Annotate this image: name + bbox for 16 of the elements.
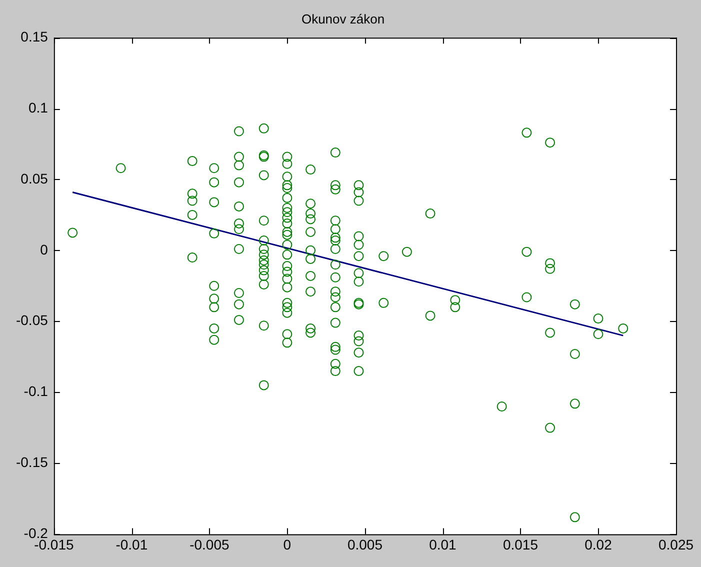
y-tick-label: -0.1 (24, 383, 48, 400)
x-tick-label: 0 (283, 536, 292, 552)
y-tick-label: 0.15 (20, 28, 48, 44)
x-tick-label: 0.02 (584, 536, 612, 552)
x-tick-label: 0.025 (658, 536, 694, 552)
x-tick-label: 0.005 (347, 536, 383, 552)
y-tick-label: 0 (40, 241, 48, 258)
x-tick-label: -0.01 (116, 536, 148, 552)
y-tick-label: 0.05 (20, 170, 48, 186)
y-tick-label: -0.15 (16, 454, 48, 470)
y-tick-label: -0.05 (16, 312, 48, 328)
x-tick-label: -0.005 (190, 536, 230, 552)
x-tick-label: 0.015 (502, 536, 538, 552)
chart-title: Okunov zákon (301, 11, 385, 26)
x-tick-label: 0.01 (429, 536, 457, 552)
y-tick-label: 0.1 (28, 99, 48, 116)
